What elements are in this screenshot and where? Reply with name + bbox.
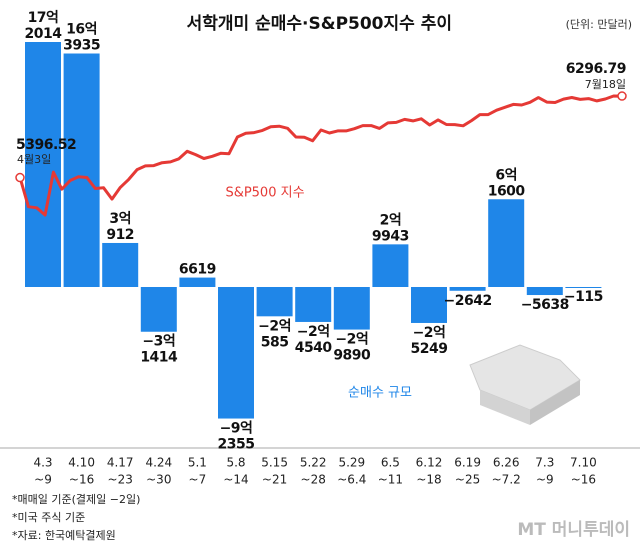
x-tick-label: 4.10 — [68, 456, 95, 470]
bar — [295, 287, 332, 322]
x-tick-label: ~6.4 — [337, 473, 366, 487]
line — [18, 94, 623, 217]
data-label: −115 — [564, 289, 603, 305]
x-tick-label: ~11 — [378, 473, 403, 487]
data-label: −2억 — [413, 325, 446, 341]
bar — [526, 287, 563, 296]
data-label: 3억 — [109, 211, 131, 227]
x-tick-label: ~9 — [34, 473, 52, 487]
data-label: 585 — [261, 334, 289, 350]
x-tick-label: 7.10 — [570, 456, 597, 470]
data-label: 16억 — [66, 22, 97, 38]
date-label: 4월3일 — [17, 152, 51, 166]
bar — [102, 242, 139, 287]
x-tick-label: 4.3 — [33, 456, 52, 470]
data-label: 2억 — [380, 212, 402, 228]
data-label: 2014 — [25, 26, 63, 42]
x-tick-label: 6.5 — [381, 456, 400, 470]
data-label: 6619 — [179, 262, 216, 278]
bar — [140, 287, 177, 332]
data-label: 1414 — [140, 350, 178, 366]
data-label: −2억 — [297, 324, 330, 340]
note: *매매일 기준(결제일 −2일) — [12, 492, 140, 506]
bar — [372, 244, 409, 287]
chart-title: 서학개미 순매수·S&P500지수 추이 — [187, 14, 452, 34]
data-label: 17억 — [28, 10, 59, 26]
x-tick-label: 6.12 — [416, 456, 443, 470]
end-point — [617, 91, 627, 101]
data-label: −2642 — [443, 293, 491, 309]
x-tick-label: ~16 — [69, 473, 94, 487]
note: *자료: 한국예탁결제원 — [12, 529, 116, 542]
bar — [218, 287, 254, 419]
x-tick-label: 7.3 — [535, 456, 554, 470]
note: *미국 주식 기준 — [12, 511, 85, 524]
bar — [333, 287, 370, 330]
data-label: 6억 — [495, 167, 517, 183]
x-tick-label: ~30 — [146, 473, 171, 487]
data-label: 5396.52 — [16, 137, 76, 153]
data-label: 9943 — [372, 228, 409, 244]
x-tick-label: 5.8 — [226, 456, 245, 470]
data-label: −9억 — [220, 421, 253, 437]
legend-label: 순매수 규모 — [348, 386, 412, 401]
brand-logo: MT 머니투데이 — [517, 520, 630, 540]
bar — [565, 287, 602, 288]
bar — [25, 42, 61, 287]
x-tick-label: 5.22 — [300, 456, 327, 470]
x-tick-label: 5.1 — [188, 456, 207, 470]
bar — [179, 277, 216, 287]
x-tick-label: ~16 — [571, 473, 596, 487]
bar — [256, 287, 293, 317]
chart-subtitle: (단위: 만달러) — [566, 18, 632, 31]
data-label: 4540 — [295, 340, 333, 356]
x-tick-label: 6.26 — [493, 456, 520, 470]
data-label: −5638 — [521, 297, 569, 313]
data-label: 6296.79 — [566, 61, 626, 77]
x-tick-label: 5.15 — [261, 456, 288, 470]
x-tick-label: ~18 — [416, 473, 441, 487]
bar — [411, 287, 447, 323]
x-tick-label: ~28 — [301, 473, 326, 487]
x-tick-label: ~14 — [223, 473, 248, 487]
x-tick-label: 4.24 — [145, 456, 172, 470]
x-tick-label: 4.17 — [107, 456, 134, 470]
data-label: 9890 — [333, 348, 371, 364]
bar — [63, 53, 100, 287]
end-point — [15, 172, 25, 183]
data-label: 912 — [106, 227, 134, 243]
x-tick-label: 5.29 — [338, 456, 365, 470]
date-label: 7월18일 — [585, 77, 626, 91]
x-tick-label: ~21 — [262, 473, 287, 487]
data-label: 3935 — [63, 38, 100, 54]
data-label: −2억 — [258, 318, 291, 334]
x-tick-label: ~7 — [189, 473, 207, 487]
data-label: 5249 — [411, 341, 448, 357]
x-tick-label: ~7.2 — [492, 473, 521, 487]
data-label: −3억 — [142, 334, 175, 350]
x-tick-label: ~25 — [455, 473, 480, 487]
bar — [449, 287, 486, 291]
money-icon — [469, 344, 581, 425]
data-label: 1600 — [488, 183, 526, 199]
bar — [488, 199, 525, 287]
legend-label: S&P500 지수 — [225, 186, 304, 201]
x-tick-label: 6.19 — [454, 456, 481, 470]
x-tick-label: ~9 — [536, 473, 554, 487]
data-label: −2억 — [335, 332, 368, 348]
data-label: 2355 — [218, 437, 255, 453]
x-tick-label: ~23 — [108, 473, 133, 487]
